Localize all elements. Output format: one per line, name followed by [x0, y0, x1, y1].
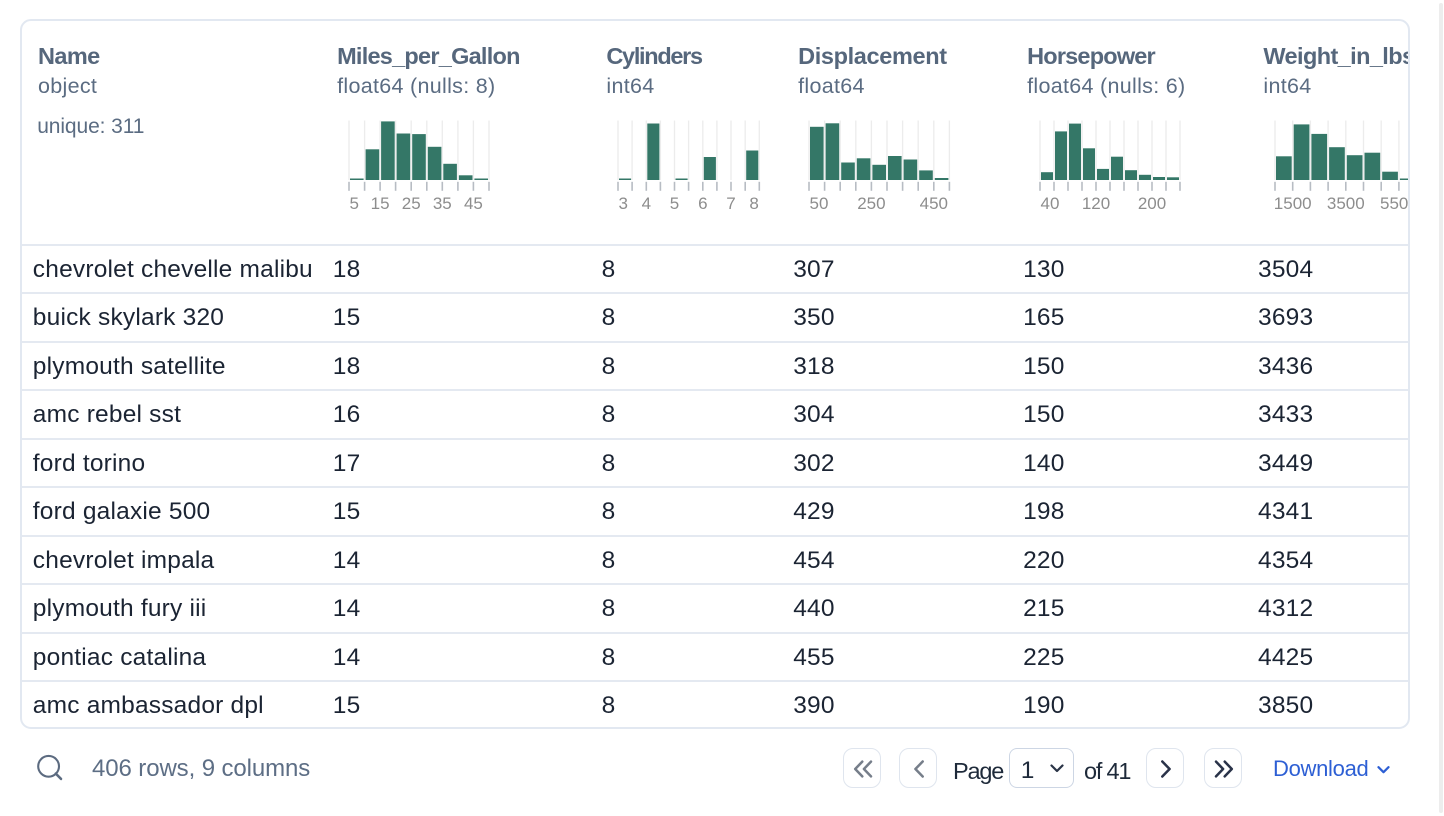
svg-text:4: 4 [641, 194, 650, 213]
svg-text:25: 25 [402, 194, 421, 213]
svg-text:6: 6 [698, 194, 707, 213]
svg-text:15: 15 [371, 194, 390, 213]
svg-text:7: 7 [726, 194, 735, 213]
svg-text:45: 45 [464, 194, 483, 213]
svg-text:3: 3 [618, 194, 627, 213]
svg-text:450: 450 [920, 194, 948, 213]
svg-text:120: 120 [1081, 194, 1109, 213]
svg-text:8: 8 [749, 194, 758, 213]
svg-text:50: 50 [810, 194, 829, 213]
svg-text:5500: 5500 [1380, 194, 1410, 213]
svg-text:3500: 3500 [1326, 194, 1364, 213]
svg-text:1500: 1500 [1273, 194, 1311, 213]
svg-text:200: 200 [1137, 194, 1165, 213]
svg-text:250: 250 [858, 194, 886, 213]
svg-text:40: 40 [1040, 194, 1059, 213]
svg-text:5: 5 [669, 194, 678, 213]
svg-text:35: 35 [433, 194, 452, 213]
svg-text:5: 5 [350, 194, 359, 213]
